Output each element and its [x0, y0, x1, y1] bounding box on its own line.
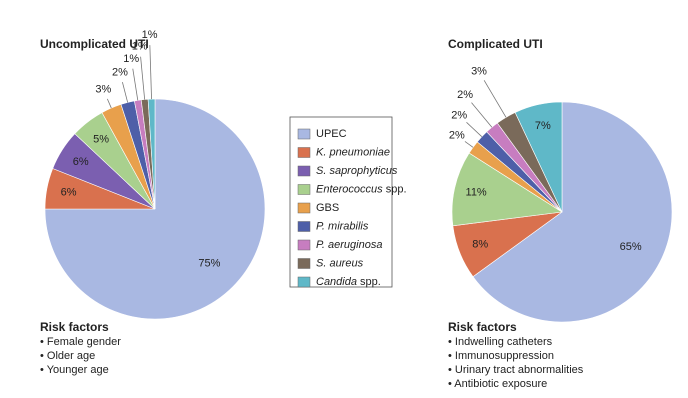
- note: • Female gender: [40, 336, 121, 348]
- legend-swatch: [297, 128, 311, 140]
- value-label: 6%: [61, 186, 77, 198]
- legend-label: K. pneumoniae: [316, 146, 390, 158]
- value-label: 5%: [93, 133, 109, 145]
- value-label: 1%: [142, 29, 158, 41]
- leader-line: [106, 98, 112, 109]
- legend-swatch: [297, 165, 311, 177]
- leader-line: [471, 102, 493, 128]
- value-label: 1%: [132, 41, 148, 53]
- value-label: 6%: [73, 156, 89, 168]
- pie-slice: [472, 101, 673, 323]
- legend-label: Enterococcus spp.: [316, 183, 407, 195]
- legend-swatch: [297, 258, 311, 269]
- note: • Antibiotic exposure: [448, 378, 547, 390]
- legend-label: UPEC: [316, 128, 347, 140]
- note: • Older age: [40, 350, 95, 362]
- leader-line: [149, 45, 152, 100]
- value-label: 2%: [449, 129, 465, 141]
- note: • Urinary tract abnormalities: [448, 364, 584, 376]
- notes-title: Risk factors: [40, 320, 109, 334]
- value-label: 75%: [198, 257, 220, 269]
- value-label: 1%: [123, 53, 139, 65]
- notes-title: Risk factors: [448, 320, 517, 334]
- legend-label: GBS: [316, 202, 339, 214]
- value-label: 11%: [466, 187, 487, 199]
- legend-swatch: [297, 202, 311, 214]
- legend-swatch: [297, 221, 311, 232]
- leader-line: [140, 56, 146, 100]
- leader-line: [132, 68, 139, 101]
- pie-slice: [147, 98, 156, 210]
- legend-swatch: [297, 147, 311, 158]
- legend-label: P. aeruginosa: [316, 239, 382, 251]
- leader-line: [122, 82, 129, 103]
- leader-line: [483, 80, 507, 118]
- value-label: 2%: [451, 109, 467, 121]
- note: • Indwelling catheters: [448, 336, 553, 348]
- leader-line: [464, 141, 474, 148]
- value-label: 7%: [535, 120, 551, 132]
- legend-label: S. saprophyticus: [316, 165, 398, 177]
- pie-title: Complicated UTI: [448, 37, 543, 51]
- value-label: 3%: [95, 84, 111, 96]
- value-label: 2%: [112, 66, 128, 78]
- pie-title: Uncomplicated UTI: [40, 37, 149, 51]
- legend-label: P. mirabilis: [316, 220, 369, 232]
- legend-swatch: [297, 276, 311, 288]
- value-label: 8%: [472, 238, 488, 250]
- leader-line: [466, 122, 483, 137]
- note: • Immunosuppression: [448, 350, 554, 362]
- value-label: 65%: [620, 241, 642, 253]
- value-label: 3%: [471, 66, 487, 78]
- pie-slice: [451, 152, 563, 227]
- pie-slice: [514, 101, 563, 213]
- legend-label: Candida spp.: [316, 276, 381, 288]
- legend-swatch: [297, 239, 311, 251]
- legend-label: S. aureus: [316, 257, 364, 269]
- value-label: 2%: [457, 89, 473, 101]
- note: • Younger age: [40, 364, 109, 376]
- legend-swatch: [297, 184, 311, 195]
